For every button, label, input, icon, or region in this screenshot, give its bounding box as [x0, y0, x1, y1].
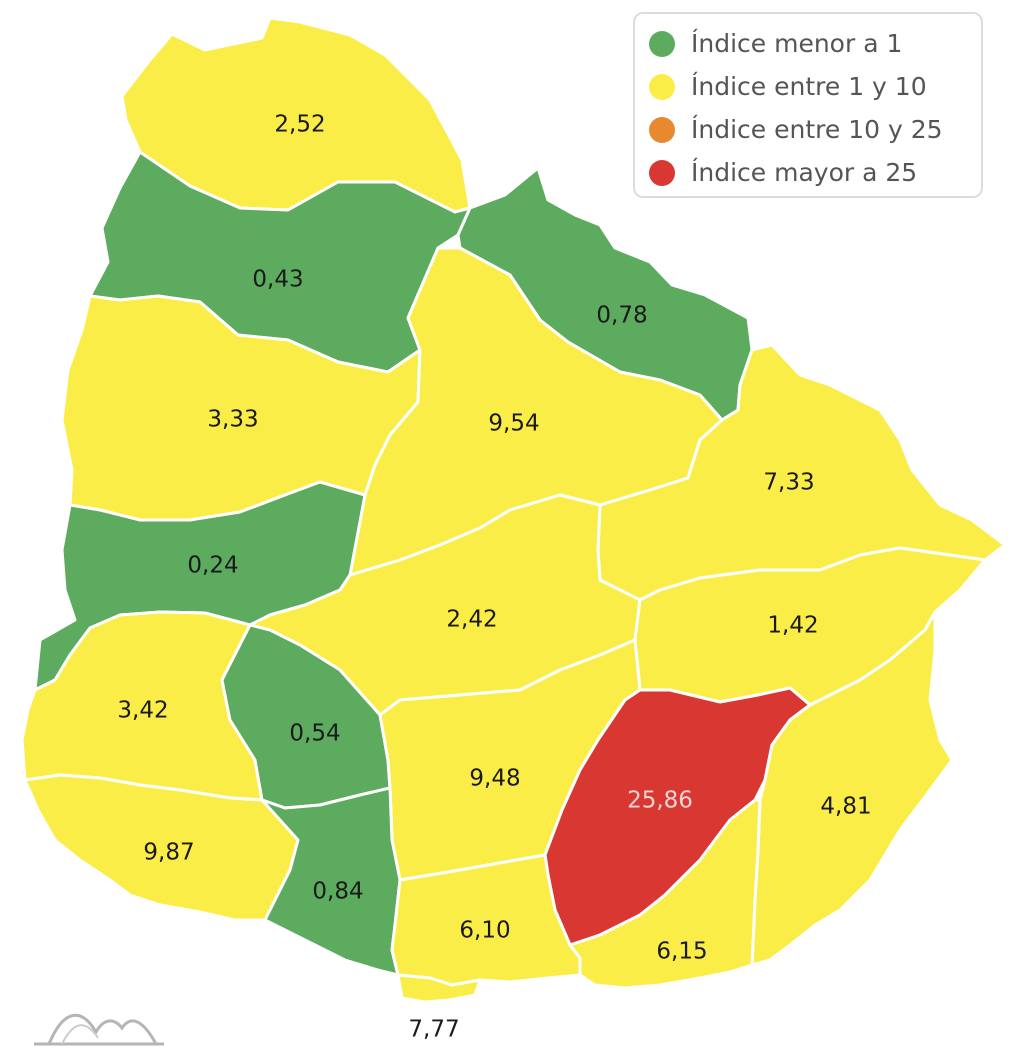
- region-montevideo[interactable]: [396, 973, 482, 1004]
- legend-item-green: Índice menor a 1: [649, 22, 981, 65]
- value-label-rio-negro: 0,24: [187, 553, 238, 579]
- legend-label: Índice entre 10 y 25: [691, 115, 943, 144]
- value-label-san-jose: 0,84: [312, 879, 363, 905]
- legend-item-red: Índice mayor a 25: [649, 151, 981, 194]
- value-label-cerro-largo: 7,33: [763, 470, 814, 496]
- value-label-soriano: 3,42: [117, 698, 168, 724]
- value-label-flores: 0,54: [289, 721, 340, 747]
- value-label-tacuarembo: 9,54: [488, 411, 539, 437]
- value-label-colonia: 9,87: [143, 840, 194, 866]
- value-label-durazno: 2,42: [446, 607, 497, 633]
- value-label-rivera: 0,78: [596, 303, 647, 329]
- legend-label: Índice mayor a 25: [691, 158, 918, 187]
- value-labels: 2,52 0,43 0,78 3,33 9,54 7,33 0,24 2,42 …: [117, 112, 871, 1043]
- value-label-montevideo: 7,77: [408, 1017, 459, 1043]
- legend-swatch-yellow: [649, 73, 675, 100]
- value-label-artigas: 2,52: [274, 112, 325, 138]
- mountain-logo-icon: [34, 1013, 164, 1046]
- legend-label: Índice entre 1 y 10: [691, 72, 927, 101]
- region-maldonado[interactable]: [568, 798, 762, 990]
- value-label-treinta-y-tres: 1,42: [767, 613, 818, 639]
- value-label-salto: 0,43: [252, 267, 303, 293]
- value-label-rocha: 4,81: [820, 794, 871, 820]
- legend-swatch-red: [649, 159, 675, 186]
- departments-layer: [20, 16, 1007, 1004]
- value-label-lavalleja: 25,86: [627, 788, 693, 814]
- value-label-maldonado: 6,15: [656, 939, 707, 965]
- legend-label: Índice menor a 1: [691, 29, 903, 58]
- value-label-florida: 9,48: [469, 766, 520, 792]
- legend-item-yellow: Índice entre 1 y 10: [649, 65, 981, 108]
- map-legend: Índice menor a 1 Índice entre 1 y 10 Índ…: [633, 12, 983, 198]
- value-label-paysandu: 3,33: [207, 407, 258, 433]
- legend-swatch-orange: [649, 116, 675, 143]
- value-label-canelones: 6,10: [459, 918, 510, 944]
- legend-item-orange: Índice entre 10 y 25: [649, 108, 981, 151]
- legend-swatch-green: [649, 30, 675, 57]
- region-rocha[interactable]: [750, 610, 954, 967]
